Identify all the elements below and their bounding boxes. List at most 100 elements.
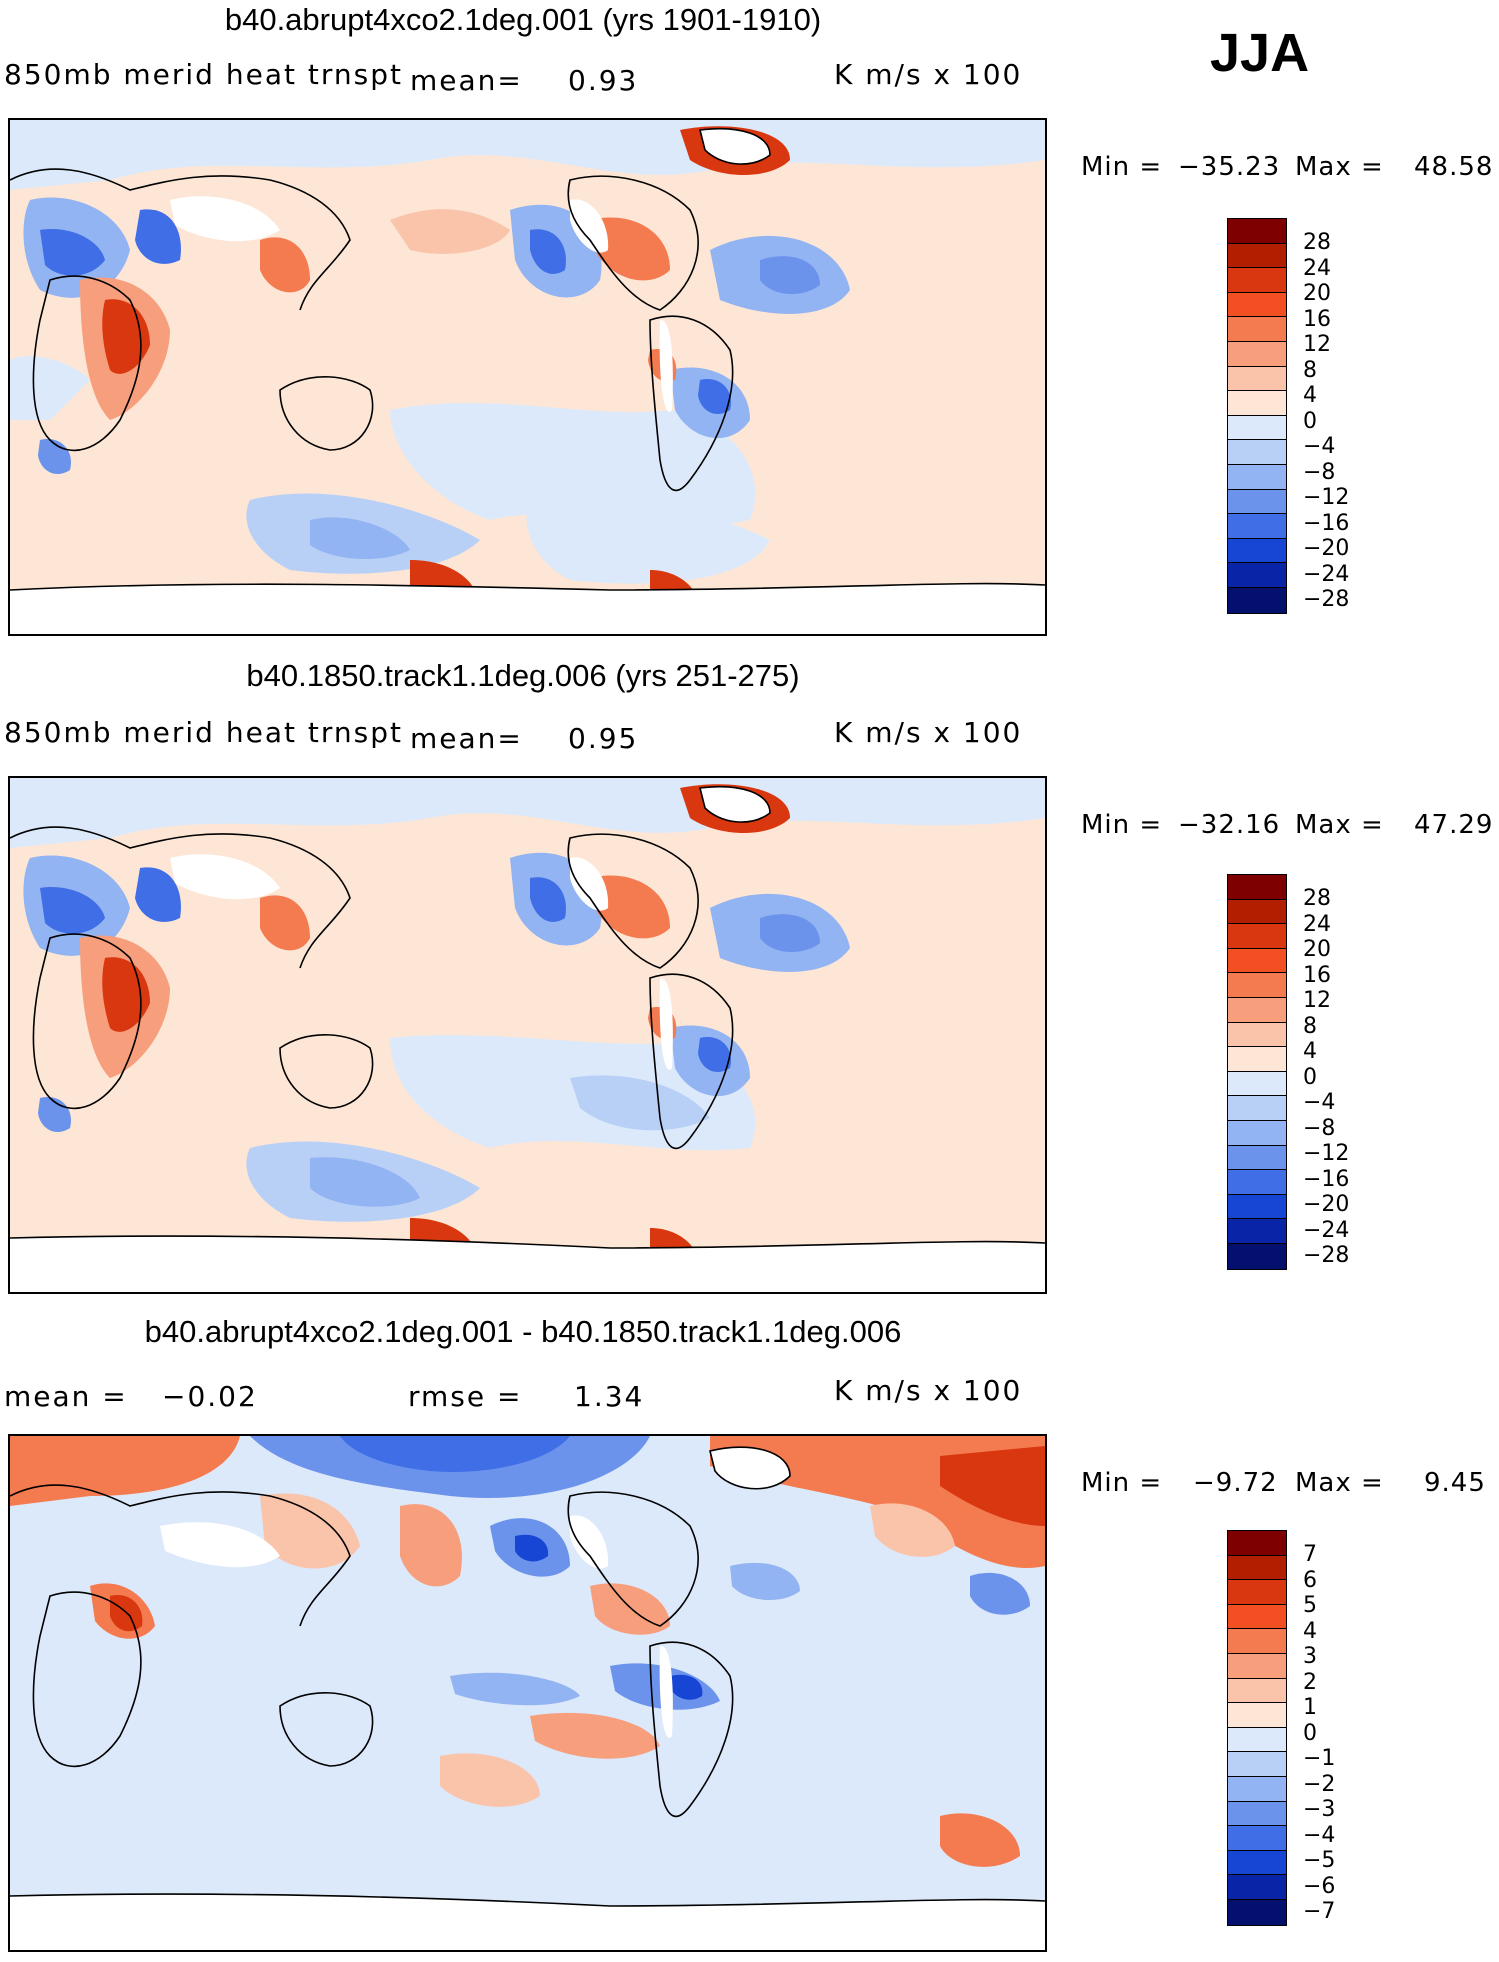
panel2-colorbar-box [1228, 1243, 1286, 1269]
arctic-field [10, 778, 1045, 848]
greenland-coast [699, 785, 771, 823]
south-america-coast [649, 973, 734, 1150]
tibet-mask [170, 196, 280, 242]
panel1-colorbar-label: 4 [1303, 383, 1317, 408]
coastlines [10, 1446, 1045, 1907]
panel1-colorbar-box [1228, 268, 1286, 293]
panel2-mean-label: mean= [410, 722, 523, 755]
panel3-colorbar-box [1228, 1801, 1286, 1827]
caspian-core [135, 867, 181, 922]
panel3-colorbar-label: 5 [1303, 1593, 1317, 1618]
labrador-low [730, 1562, 800, 1601]
panel3-colorbar-box [1228, 1875, 1286, 1900]
north-atlantic-core [760, 256, 820, 295]
south-america-coast [649, 315, 734, 492]
panel3-colorbar-label: 1 [1303, 1695, 1317, 1720]
panel3-title: b40.abrupt4xco2.1deg.001 - b40.1850.trac… [144, 1314, 902, 1349]
south-indian-core [310, 517, 410, 560]
andes-mask [659, 319, 673, 412]
caribbean-core [670, 1674, 703, 1700]
panel3-max-label: Max = [1295, 1468, 1384, 1498]
panel3-colorbar-label: −2 [1303, 1771, 1336, 1797]
panel3-mean-value: −0.02 [162, 1380, 258, 1413]
panel2-colorbar [1227, 874, 1287, 1270]
panel1-colorbar-label: −12 [1303, 485, 1350, 510]
panel1-colorbar-label: −4 [1303, 434, 1336, 459]
panel3-colorbar-box [1228, 1850, 1286, 1876]
australia-coast [279, 1692, 374, 1767]
arctic-high-west [10, 1436, 240, 1506]
south-america-core [698, 379, 731, 415]
panel1-max-label: Max = [1295, 152, 1384, 182]
panel1-map [8, 118, 1047, 636]
panel2-colorbar-box [1228, 1145, 1286, 1171]
antarctica-mask [10, 1894, 1045, 1950]
panel1-colorbar [1227, 218, 1287, 614]
panel3-colorbar-label: −1 [1303, 1746, 1336, 1771]
panel3-colorbar-label: −7 [1303, 1899, 1336, 1924]
panel3-colorbar-label: −6 [1303, 1873, 1336, 1899]
east-asia-high [260, 895, 310, 951]
caspian-core [135, 209, 181, 264]
eurasia-coast [10, 168, 351, 311]
panel2-colorbar-label: −12 [1303, 1141, 1350, 1166]
panel2-colorbar-box [1228, 875, 1286, 900]
panel2-colorbar-label: −8 [1303, 1115, 1336, 1141]
tibet-mask [160, 1522, 280, 1568]
panel2-colorbar-label: 20 [1303, 937, 1331, 962]
panel1-min-label: Min = [1081, 152, 1163, 182]
california-core [530, 229, 566, 274]
panel2-title: b40.1850.track1.1deg.006 (yrs 251-275) [246, 658, 800, 693]
panel2-variable: 850mb merid heat trnspt [4, 716, 403, 749]
panel2-colorbar-labels: 28 24 20 16 12 8 4 0 −4 −8 −12 −16 −20 −… [1303, 886, 1349, 1269]
panel2-colorbar-label: 16 [1303, 962, 1331, 988]
rockies-mask [570, 857, 609, 911]
panel1-colorbar-box [1228, 415, 1286, 441]
panel1-min-value: −35.23 [1178, 152, 1281, 182]
panel1-colorbar-label: 0 [1303, 408, 1317, 434]
panel3-colorbar-box [1228, 1899, 1286, 1925]
panel1-colorbar-label: −28 [1303, 587, 1350, 612]
panel1-title: b40.abrupt4xco2.1deg.001 (yrs 1901-1910) [224, 2, 822, 37]
panel2-colorbar-label: −16 [1303, 1166, 1350, 1192]
panel3-colorbar [1227, 1530, 1287, 1926]
coastlines [10, 785, 1045, 1249]
north-america-coast [567, 175, 699, 311]
africa-coast [32, 1591, 142, 1768]
panel1-colorbar-box [1228, 464, 1286, 490]
rockies-mask [570, 1515, 609, 1569]
panel1-colorbar-box [1228, 587, 1286, 613]
somali-jet-core [102, 957, 150, 1032]
siberia-high [260, 1493, 360, 1569]
panel1-colorbar-label: 16 [1303, 306, 1331, 332]
greenland-mask [700, 786, 770, 823]
panel2-units: K m/s x 100 [834, 716, 1023, 749]
panel2-colorbar-label: 12 [1303, 988, 1331, 1013]
panel1-colorbar-label: −24 [1303, 561, 1350, 587]
antarctica-coast [10, 1893, 1045, 1907]
coastlines [10, 127, 1045, 591]
mexico-high [590, 875, 670, 939]
panel1-colorbar-label: −20 [1303, 536, 1350, 561]
panel1-variable: 850mb merid heat trnspt [4, 58, 403, 91]
panel1-colorbar-label: −8 [1303, 459, 1336, 485]
antarctica-mask [10, 1236, 1045, 1292]
panel3-colorbar-box [1228, 1629, 1286, 1654]
panel3-max-value: 9.45 [1424, 1468, 1486, 1498]
panel1-colorbar-box [1228, 514, 1286, 539]
east-atlantic-field [10, 356, 90, 420]
south-america-coast [649, 1641, 734, 1818]
panel2-colorbar-box [1228, 1194, 1286, 1220]
panel1-colorbar-box [1228, 219, 1286, 244]
panel2-colorbar-label: 4 [1303, 1039, 1317, 1064]
north-atlantic-low [970, 1572, 1030, 1615]
panel2-contour-field [10, 778, 1045, 1292]
panel1-colorbar-box [1228, 563, 1286, 588]
panel1-colorbar-box [1228, 366, 1286, 392]
panel2-colorbar-box [1228, 1096, 1286, 1121]
south-pacific-field [526, 497, 770, 584]
panel1-max-value: 48.58 [1414, 152, 1494, 182]
panel1-colorbar-label: 28 [1303, 230, 1331, 255]
panel1-colorbar-label: 8 [1303, 357, 1317, 383]
north-america-coast [567, 1491, 699, 1627]
